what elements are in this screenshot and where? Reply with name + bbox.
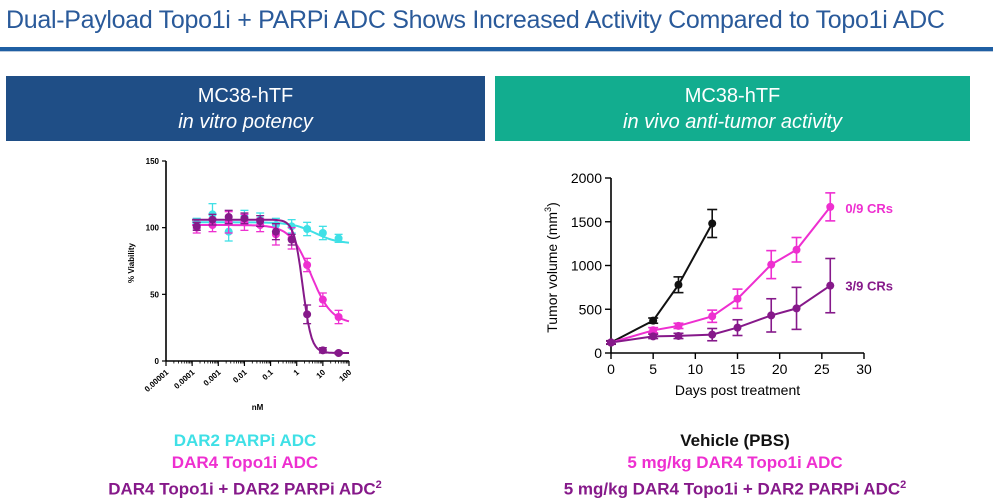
- y-tick-label: 2000: [571, 170, 602, 186]
- x-axis-label: Days post treatment: [675, 382, 800, 398]
- data-point: [224, 213, 233, 221]
- data-point: [649, 326, 658, 335]
- y-tick-label: 1000: [571, 258, 602, 274]
- data-point: [708, 330, 717, 339]
- legend-entry-topo1i: DAR4 Topo1i ADC: [171, 453, 319, 472]
- legend-entry-vehicle: Vehicle (PBS): [680, 431, 790, 450]
- viability-dose-response-chart: 0 50 100 150 0.00001 0.0001 0.001 0.01 0.1 1 10 100…: [127, 157, 354, 412]
- panel-header-title: MC38-hTF: [197, 85, 294, 107]
- x-tick-label: 0.0001: [172, 367, 197, 390]
- data-point: [240, 214, 249, 223]
- y-axis-label: % Viability: [127, 243, 136, 283]
- data-point: [334, 313, 343, 321]
- x-tick-label: 20: [772, 361, 788, 377]
- data-point: [287, 222, 296, 231]
- data-point: [674, 321, 683, 330]
- x-tick-label: 100: [337, 367, 353, 383]
- series-line: [610, 206, 832, 344]
- x-tick-label: 1: [292, 367, 302, 377]
- cr-annotation: 3/9 CRs: [845, 279, 893, 294]
- data-point: [287, 235, 296, 244]
- panel-header-invitro: MC38-hTF in vitro potency: [6, 76, 485, 141]
- series-line: [610, 223, 714, 344]
- data-point: [826, 202, 835, 211]
- panel-header-subtitle: in vitro potency: [178, 111, 313, 133]
- title-rule: [0, 47, 993, 51]
- data-point: [767, 311, 776, 320]
- x-tick-label: 25: [814, 361, 830, 377]
- x-tick-label: 10: [315, 367, 328, 380]
- x-axis-label: nM: [252, 403, 264, 412]
- data-point: [334, 234, 343, 243]
- legend-entry-dual: 5 mg/kg DAR4 Topo1i + DAR2 PARPi ADC2: [563, 479, 907, 499]
- x-tick-label: 0.001: [202, 367, 223, 387]
- panel-header-invivo: MC38-hTF in vivo anti-tumor activity: [495, 76, 970, 141]
- x-tick-label: 30: [856, 361, 872, 377]
- legend-entry-parpi: DAR2 PARPi ADC: [173, 431, 317, 450]
- x-tick-label: 0: [607, 361, 615, 377]
- y-tick-label: 500: [579, 301, 603, 317]
- cr-annotation: 0/9 CRs: [845, 201, 893, 216]
- data-point: [208, 215, 217, 224]
- y-tick-label: 1500: [571, 214, 602, 230]
- x-tick-label: 15: [730, 361, 746, 377]
- data-point: [303, 310, 312, 319]
- x-tick-label: 0.01: [231, 367, 249, 384]
- slide-title: Dual-Payload Topo1i + PARPi ADC Shows In…: [6, 6, 945, 34]
- data-point: [303, 225, 312, 233]
- data-point: [708, 312, 717, 321]
- legend-invitro: DAR2 PARPi ADC DAR4 Topo1i ADC DAR4 Topo…: [20, 430, 470, 501]
- data-point: [733, 323, 742, 332]
- data-point: [649, 316, 658, 325]
- y-axis-label: Tumor volume (mm3): [543, 202, 560, 333]
- y-tick-label: 150: [146, 157, 160, 166]
- x-tick-label: 0.00001: [143, 367, 171, 393]
- x-tick-label: 10: [688, 361, 704, 377]
- title-rule-shadow: [0, 51, 993, 52]
- panel-header-title: MC38-hTF: [684, 85, 781, 107]
- data-point: [708, 219, 717, 228]
- y-tick-label: 50: [150, 290, 159, 299]
- series-line: [610, 284, 831, 344]
- data-point: [607, 338, 615, 347]
- data-point: [318, 346, 327, 355]
- data-point: [256, 217, 265, 225]
- data-point: [733, 294, 742, 303]
- data-point: [318, 295, 327, 304]
- y-tick-label: 0: [594, 345, 602, 361]
- data-point: [649, 332, 658, 341]
- data-point: [303, 261, 312, 269]
- tumor-volume-chart: 0 500 1000 1500 2000 0 5 10 15 20 25 30 Days post tr…: [543, 170, 893, 398]
- panel-header-subtitle: in vivo anti-tumor activity: [623, 111, 842, 133]
- data-point: [826, 281, 835, 290]
- x-tick-label: 0.1: [261, 367, 276, 381]
- data-point: [792, 245, 801, 254]
- x-tick-label: 5: [649, 361, 657, 377]
- y-tick-label: 0: [155, 357, 160, 366]
- legend-entry-topo1i: 5 mg/kg DAR4 Topo1i ADC: [627, 453, 843, 472]
- y-tick-label: 100: [146, 224, 160, 233]
- legend-invivo: Vehicle (PBS) 5 mg/kg DAR4 Topo1i ADC 5 …: [490, 430, 980, 501]
- data-point: [792, 304, 801, 313]
- data-point: [674, 331, 683, 340]
- legend-entry-dual: DAR4 Topo1i + DAR2 PARPi ADC2: [108, 479, 382, 499]
- data-point: [767, 260, 776, 269]
- data-point: [318, 229, 327, 237]
- data-point: [271, 227, 280, 236]
- data-point: [674, 280, 683, 289]
- data-point: [192, 222, 201, 231]
- data-point: [334, 349, 343, 357]
